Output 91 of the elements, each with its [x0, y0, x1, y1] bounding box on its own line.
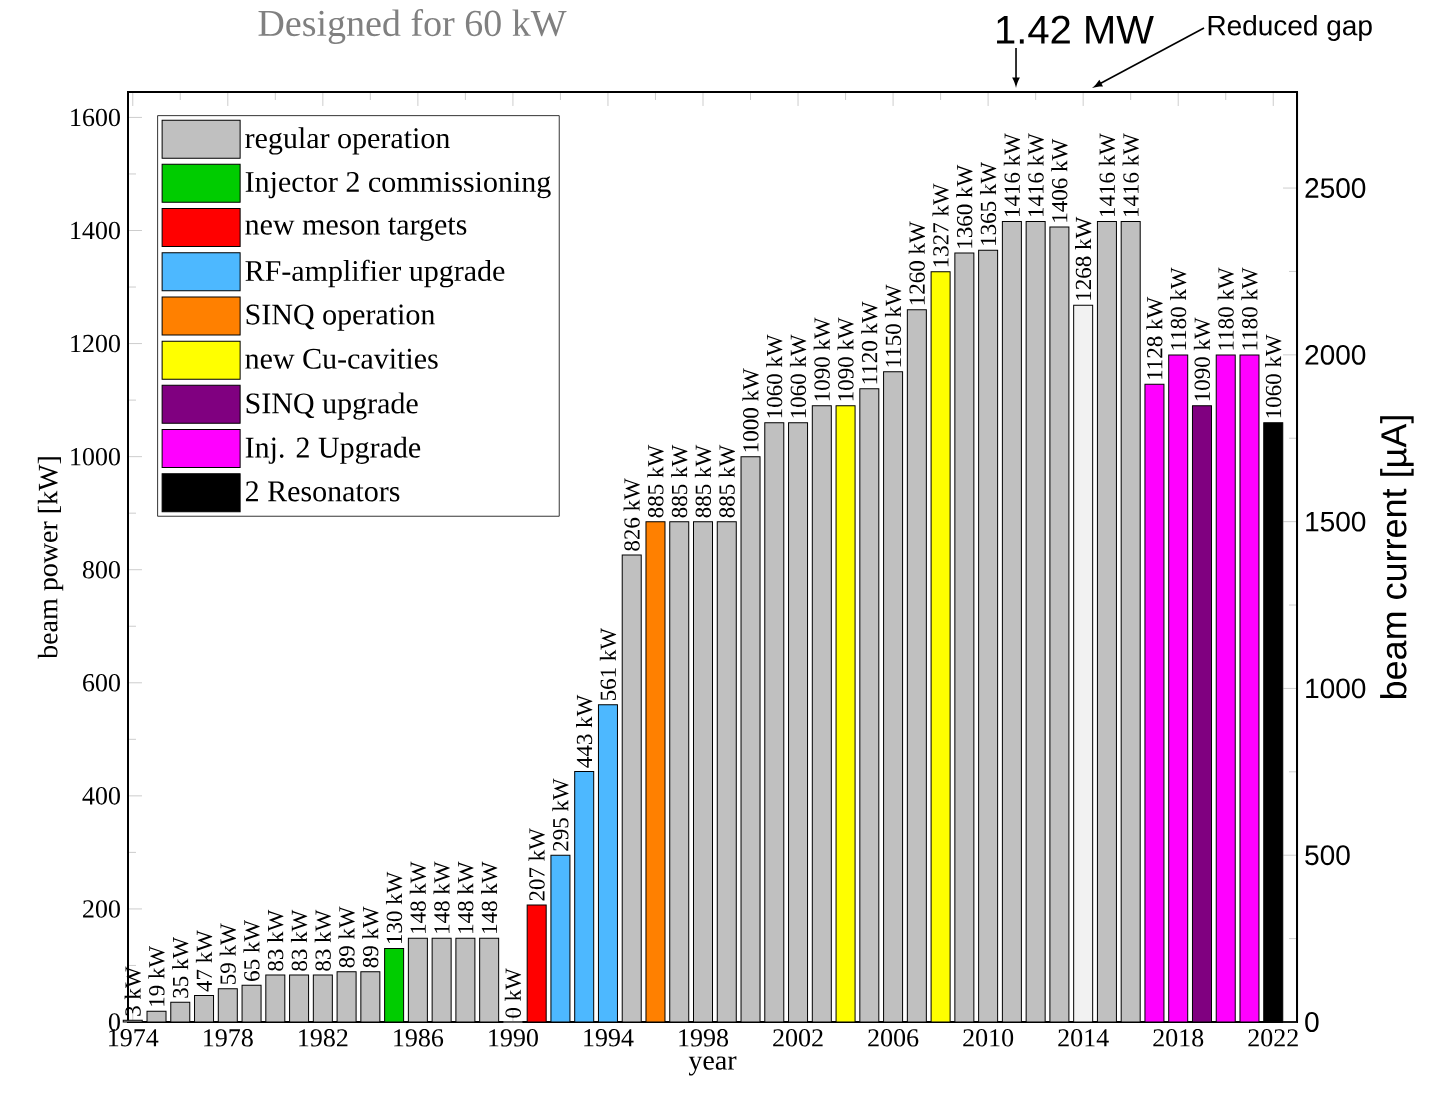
data-label: 885 kW — [671, 444, 688, 518]
data-label: 148 kW — [457, 861, 474, 933]
data-label: 1060 kW — [789, 334, 807, 418]
data-label: 1000 kW — [742, 368, 759, 452]
data-label: 1416 kW — [1027, 133, 1044, 217]
legend-label: Injector 2 commissioning — [245, 171, 551, 199]
y2-axis-title: beam current [µA] — [1380, 416, 1414, 699]
y2-tick-label: 0 — [1305, 1012, 1319, 1032]
data-label: 47 kW — [195, 930, 213, 992]
legend-label: SINQ upgrade — [246, 392, 418, 420]
data-label: 1360 kW — [956, 164, 973, 248]
y-tick-label: 1000 — [71, 447, 120, 466]
data-label: 35 kW — [172, 936, 189, 998]
x-tick-label: 2002 — [773, 1029, 823, 1047]
data-label: 207 kW — [528, 828, 545, 901]
y-axis-title: beam power [kW] — [37, 457, 64, 659]
x-tick-label: 1990 — [489, 1029, 538, 1047]
y-tick-label: 200 — [83, 900, 120, 918]
data-label: 1406 kW — [1051, 138, 1068, 222]
data-label: 1090 kW — [813, 317, 830, 401]
data-label: 59 kW — [219, 923, 236, 984]
x-tick-label: 1986 — [394, 1029, 444, 1047]
x-tick-label: 1994 — [584, 1029, 634, 1047]
data-label: 83 kW — [267, 909, 284, 971]
data-label: 83 kW — [314, 909, 331, 971]
y2-tick-label: 1500 — [1306, 511, 1366, 532]
x-tick-label: 2010 — [963, 1029, 1014, 1047]
data-label: 148 kW — [433, 861, 450, 933]
data-label: 148 kW — [481, 861, 498, 933]
data-label: 148 kW — [409, 861, 427, 933]
data-label: 1416 kW — [1098, 133, 1116, 217]
legend-label: 2 Resonators — [245, 481, 400, 502]
data-label: 1327 kW — [932, 183, 949, 267]
data-label: 1060 kW — [766, 334, 783, 418]
data-label: 561 kW — [599, 628, 617, 701]
data-label: 1090 kW — [1193, 317, 1211, 401]
data-label: 885 kW — [694, 444, 712, 518]
x-tick-label: 1978 — [204, 1029, 253, 1047]
data-label: 0 kW — [504, 968, 522, 1018]
y-tick-label: 1200 — [71, 334, 120, 353]
data-label: 1365 kW — [979, 162, 997, 245]
y2-tick-label: 2500 — [1305, 178, 1366, 198]
data-label: 19 kW — [148, 945, 165, 1006]
legend-label: new Cu-cavities — [245, 348, 438, 369]
data-label: 130 kW — [385, 871, 403, 944]
legend-label: SINQ operation — [246, 304, 435, 331]
text: Reduced gap — [1208, 14, 1372, 42]
x-tick-label: 2022 — [1248, 1029, 1298, 1047]
x-tick-label: 2018 — [1153, 1029, 1204, 1047]
y2-tick-label: 1000 — [1306, 678, 1366, 699]
x-axis-title: year — [688, 1056, 737, 1076]
text: 1.42 MW — [997, 15, 1154, 44]
data-label: 89 kW — [362, 906, 379, 968]
x-tick-label: 1998 — [679, 1029, 729, 1047]
data-label: 1150 kW — [884, 284, 902, 367]
x-tick-label: 1982 — [299, 1029, 348, 1047]
data-label: 1268 kW — [1075, 216, 1092, 300]
legend-label: Inj. 2 Upgrade — [245, 436, 421, 464]
data-label: 1120 kW — [861, 301, 878, 384]
y2-tick-label: 2000 — [1305, 344, 1366, 365]
data-label: 1260 kW — [908, 221, 925, 305]
data-label: 826 kW — [623, 478, 640, 551]
y-tick-label: 0 — [108, 1013, 120, 1031]
legend-label: regular operation — [245, 127, 450, 155]
chart-title: Designed for 60 kW — [258, 9, 567, 44]
data-label: 1060 kW — [1265, 334, 1282, 418]
legend-label: RF-amplifier upgrade — [245, 259, 505, 288]
y-tick-label: 600 — [83, 674, 120, 692]
data-label: 65 kW — [243, 919, 260, 981]
data-label: 885 kW — [647, 444, 664, 518]
data-label: 1416 kW — [1122, 133, 1139, 217]
y-tick-label: 800 — [82, 560, 120, 579]
legend-label: new meson targets — [245, 217, 467, 241]
x-tick-label: 2006 — [868, 1029, 919, 1047]
y-tick-label: 1400 — [71, 221, 120, 240]
data-label: 443 kW — [576, 694, 593, 768]
data-label: 295 kW — [552, 778, 569, 851]
y2-tick-label: 500 — [1305, 845, 1350, 866]
data-label: 1180 kW — [1241, 267, 1258, 350]
y-tick-label: 1600 — [71, 108, 120, 127]
data-label: 83 kW — [290, 909, 308, 971]
data-label: 1180 kW — [1170, 267, 1187, 350]
data-label: 885 kW — [718, 444, 735, 518]
data-label: 1128 kW — [1146, 296, 1163, 379]
data-label: 1090 kW — [837, 317, 854, 401]
data-label: 1180 kW — [1217, 267, 1234, 350]
x-tick-label: 1974 — [109, 1029, 159, 1047]
data-label: 89 kW — [338, 906, 355, 968]
x-tick-label: 2014 — [1058, 1029, 1109, 1047]
y-tick-label: 400 — [82, 787, 120, 805]
data-label: 1416 kW — [1003, 133, 1021, 217]
